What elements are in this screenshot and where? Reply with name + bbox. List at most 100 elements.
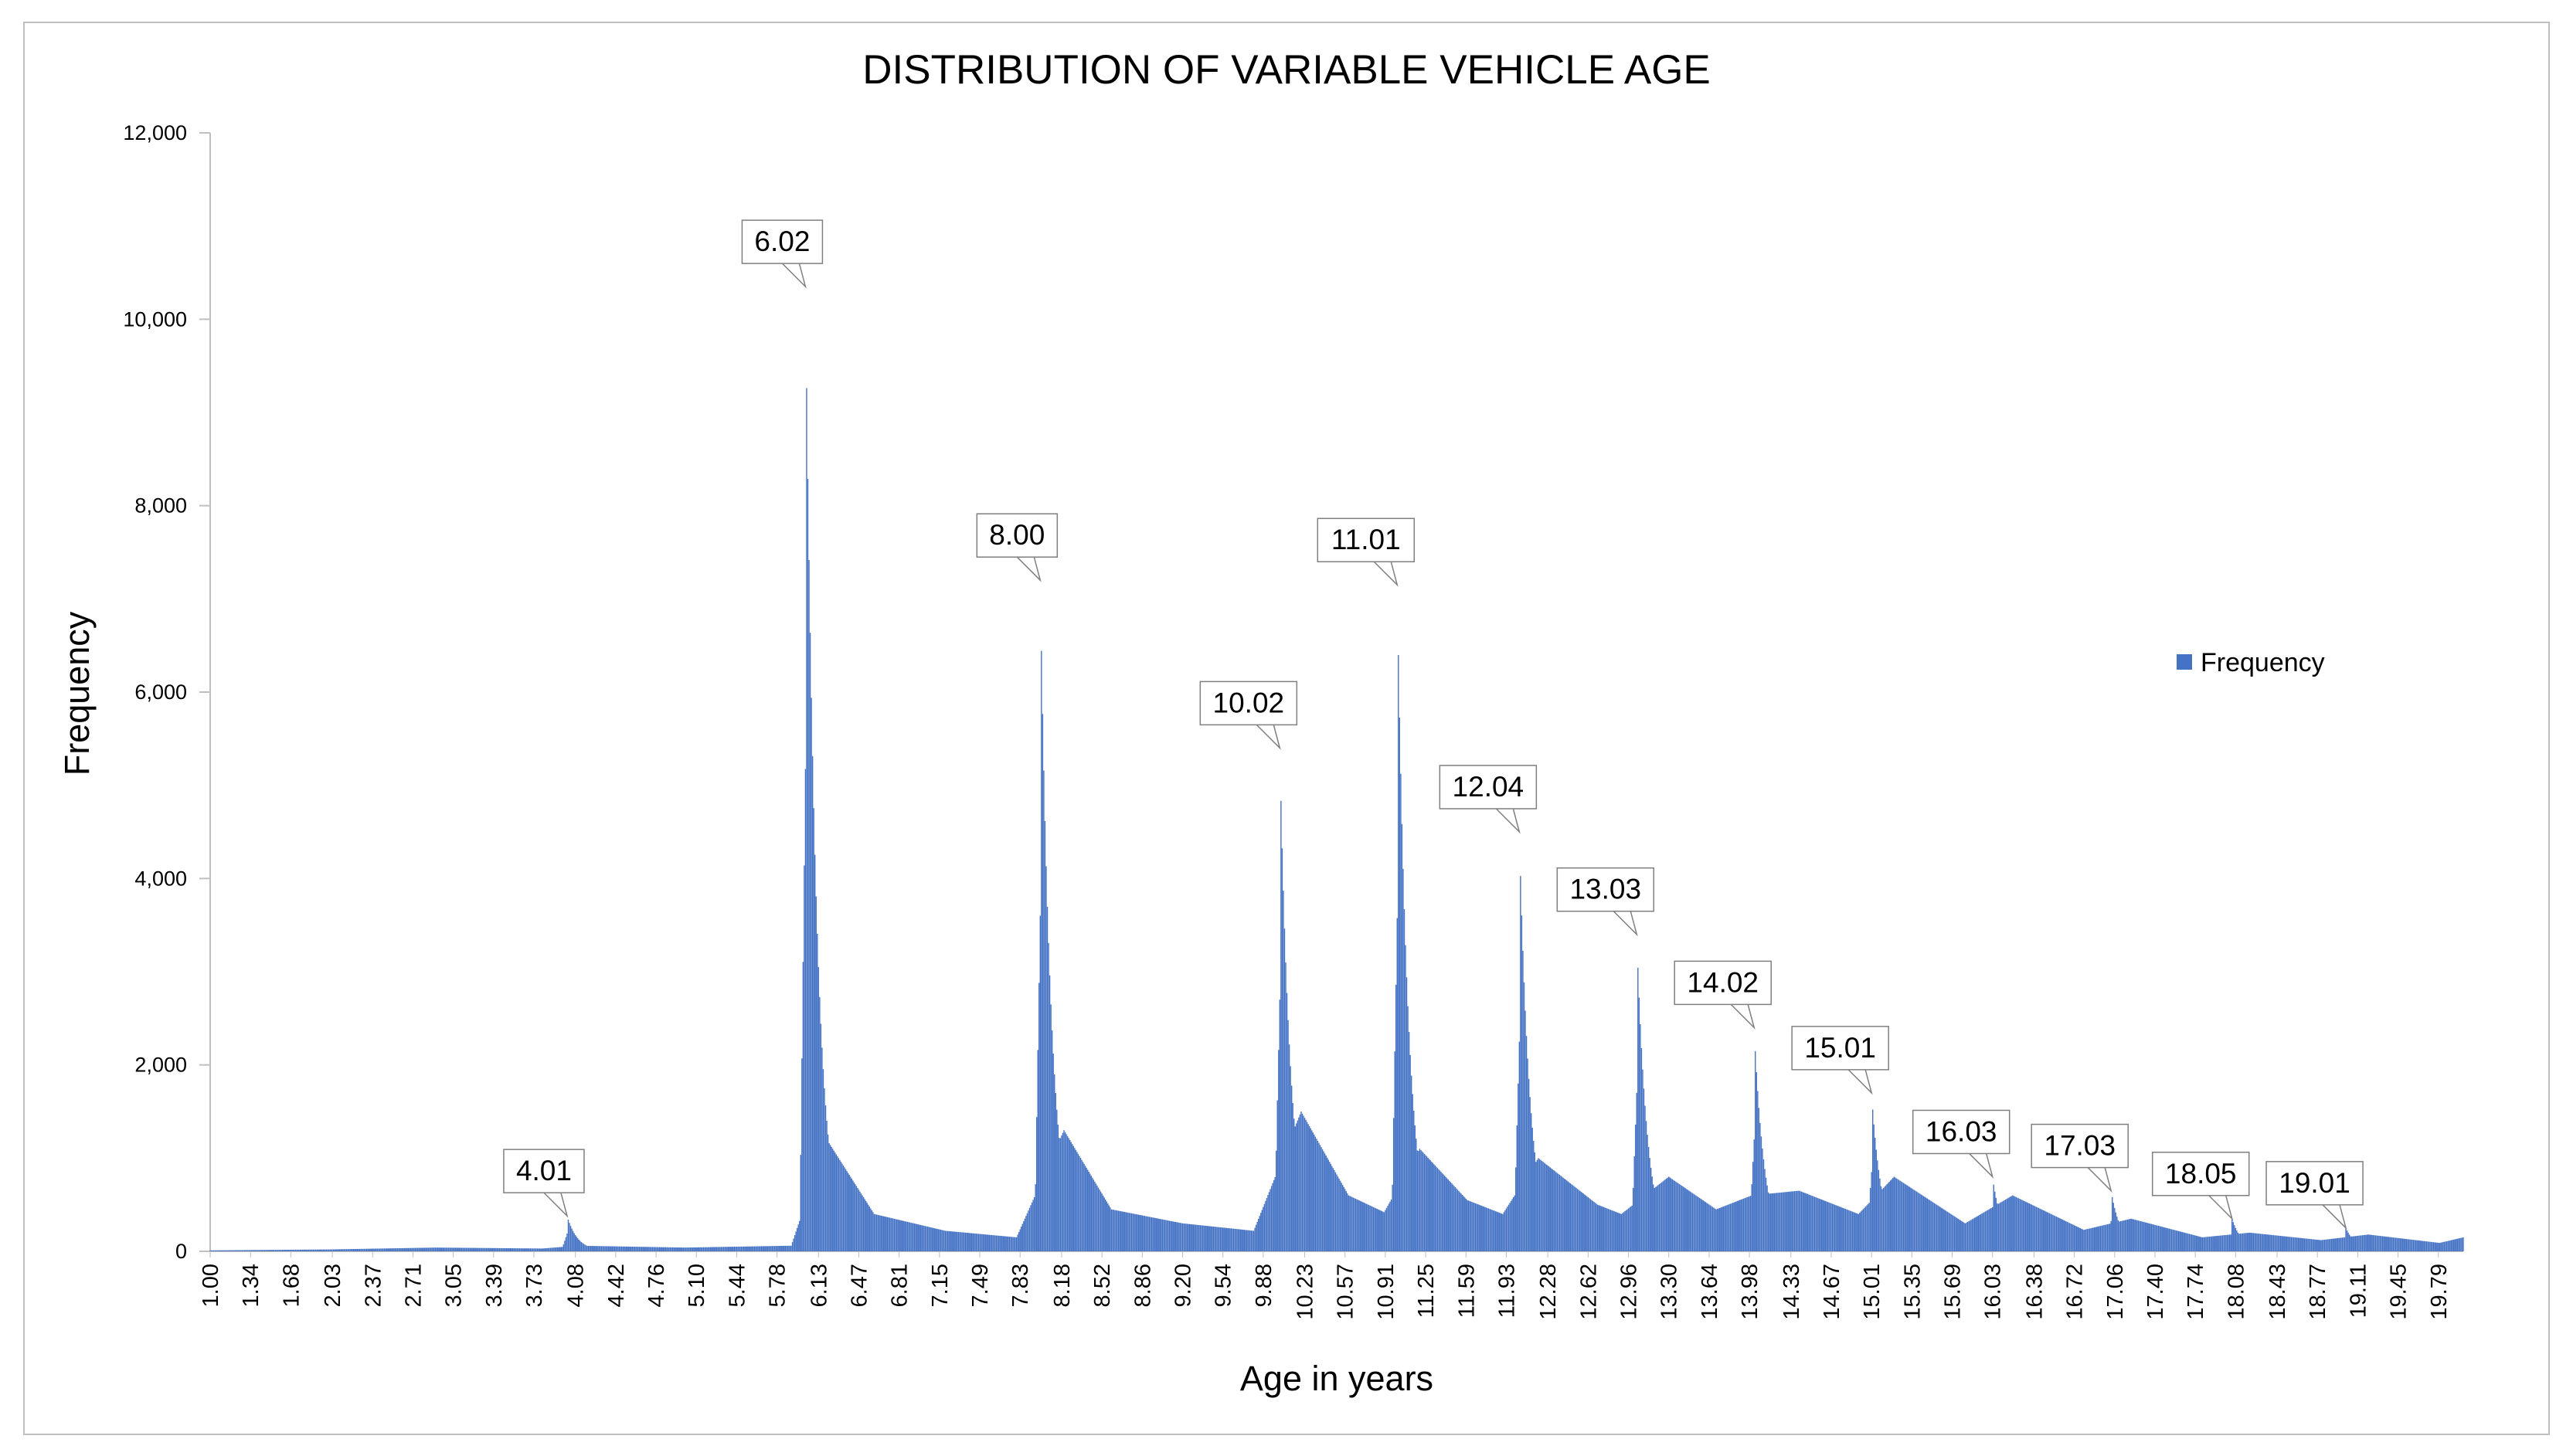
bar	[1623, 1212, 1625, 1251]
bar	[491, 1247, 493, 1251]
bar	[1509, 1203, 1511, 1251]
x-tick-label: 15.35	[1900, 1264, 1925, 1320]
bar	[1908, 1186, 1909, 1251]
bar	[2305, 1238, 2306, 1251]
bar	[1425, 1155, 1426, 1251]
bar	[1555, 1172, 1557, 1251]
bar	[538, 1248, 539, 1251]
bar	[1361, 1201, 1362, 1251]
bar	[1859, 1213, 1861, 1251]
bar	[476, 1247, 478, 1251]
bar	[253, 1250, 255, 1251]
bar	[1579, 1190, 1581, 1251]
bar	[1140, 1215, 1142, 1251]
bar	[436, 1247, 437, 1251]
bar	[2216, 1236, 2218, 1251]
bar	[1620, 1213, 1623, 1251]
bar	[577, 1238, 579, 1251]
bar	[2116, 1217, 2118, 1251]
bar	[1056, 1109, 1058, 1251]
bar	[1079, 1158, 1082, 1251]
bar	[1443, 1176, 1446, 1251]
bar	[420, 1247, 422, 1251]
bar	[535, 1248, 537, 1251]
x-tick-label: 9.88	[1252, 1264, 1276, 1307]
bar	[338, 1249, 340, 1251]
bar	[1737, 1200, 1739, 1251]
bar	[1637, 967, 1639, 1251]
bar	[518, 1248, 521, 1251]
bar	[1520, 876, 1521, 1251]
x-tick-label: 12.96	[1617, 1264, 1642, 1320]
bar	[1496, 1211, 1497, 1251]
bar	[2245, 1233, 2247, 1251]
bar	[1266, 1197, 1268, 1251]
bar	[1753, 1139, 1755, 1251]
bar	[780, 1246, 781, 1251]
bar	[2282, 1236, 2284, 1251]
bar	[1937, 1205, 1939, 1251]
bar	[735, 1247, 736, 1251]
bar	[2388, 1237, 2390, 1251]
bar	[1476, 1203, 1477, 1251]
bar	[1593, 1202, 1595, 1251]
bar	[1990, 1207, 1992, 1251]
bar	[697, 1247, 698, 1251]
bar	[1280, 800, 1282, 1251]
bar	[2150, 1224, 2153, 1251]
bar	[666, 1247, 668, 1251]
bar	[1565, 1179, 1566, 1251]
y-tick-label: 0	[175, 1240, 187, 1263]
bar	[1463, 1196, 1464, 1251]
callout-box	[2031, 1123, 2129, 1169]
bar	[1409, 1054, 1411, 1251]
bar	[981, 1234, 983, 1251]
bar	[985, 1234, 987, 1251]
callout-label: 18.05	[2165, 1158, 2237, 1190]
callout-leader	[1373, 561, 1399, 587]
bar	[1247, 1230, 1249, 1251]
bar	[1919, 1193, 1921, 1251]
callout-label: 10.02	[1213, 687, 1285, 718]
bar	[2104, 1224, 2106, 1251]
bar	[347, 1249, 348, 1251]
bar	[320, 1249, 321, 1251]
bar	[919, 1224, 922, 1251]
bar	[1158, 1218, 1160, 1251]
bar	[2430, 1241, 2432, 1251]
bar	[2378, 1235, 2380, 1251]
bar	[2157, 1226, 2160, 1251]
bar	[1423, 1153, 1426, 1251]
bar	[1474, 1203, 1477, 1251]
bar	[1580, 1191, 1582, 1251]
bar	[1239, 1229, 1242, 1251]
bar	[1917, 1192, 1919, 1251]
bar	[1395, 984, 1397, 1251]
bar	[2453, 1239, 2455, 1251]
bar	[304, 1249, 306, 1251]
bar	[1973, 1217, 1976, 1251]
bar	[1446, 1178, 1448, 1251]
bar	[668, 1247, 670, 1251]
bar	[1383, 1212, 1385, 1251]
callout-label: 16.03	[1926, 1115, 1997, 1147]
bar	[1371, 1207, 1373, 1251]
bar	[1117, 1210, 1120, 1251]
bar	[1629, 1207, 1630, 1251]
bar	[1604, 1207, 1606, 1251]
x-tick-label: 16.03	[1981, 1264, 2006, 1320]
bar	[1739, 1200, 1741, 1251]
bar	[2399, 1238, 2401, 1251]
bar	[1562, 1177, 1564, 1251]
bar	[398, 1248, 399, 1251]
bar	[269, 1250, 270, 1251]
bar	[261, 1250, 263, 1251]
bar	[1633, 1156, 1635, 1251]
bar	[2028, 1203, 2030, 1251]
bar	[1650, 1167, 1652, 1251]
bar	[749, 1246, 751, 1251]
bar	[1507, 1204, 1510, 1251]
bar	[2205, 1237, 2207, 1251]
x-tick-label: 14.33	[1779, 1264, 1804, 1320]
bar	[488, 1247, 490, 1251]
